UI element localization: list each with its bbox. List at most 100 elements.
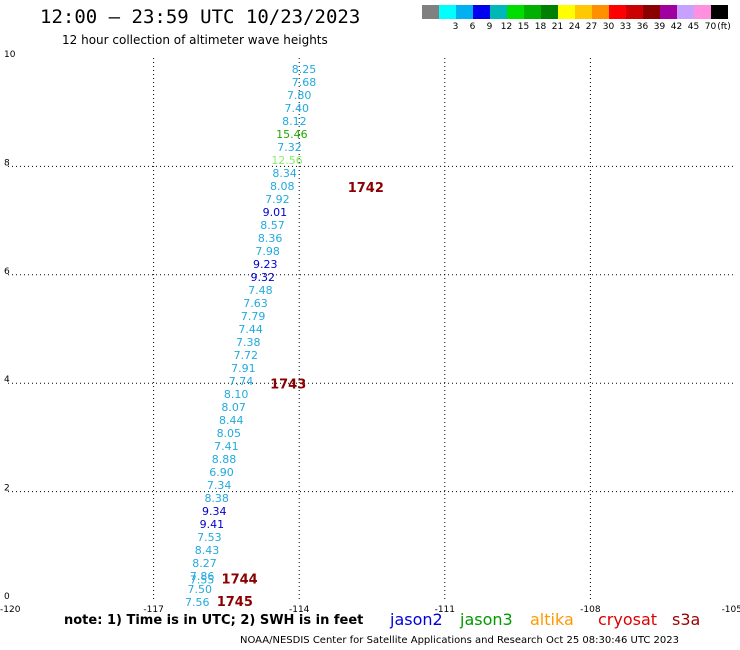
legend-label: 42 [670,22,683,32]
satellite-jason2: jason2 [390,610,443,629]
legend-label: 36 [636,22,649,32]
wave-height-value: 8.07 [221,401,246,414]
wave-height-value: 7.63 [243,297,268,310]
track-label: 1744 [222,572,258,587]
x-tick-label: -111 [435,605,455,615]
wave-height-value: 8.12 [282,115,307,128]
satellite-jason3: jason3 [460,610,513,629]
legend-swatch [456,5,473,19]
legend-swatch [711,5,728,19]
wave-height-value: 7.32 [277,141,302,154]
legend-swatch [677,5,694,19]
wave-height-value: 8.57 [260,219,285,232]
wave-height-value: 7.44 [238,323,263,336]
wave-height-value: 7.41 [214,440,239,453]
y-tick-label: 2 [4,484,10,494]
legend-swatch [575,5,592,19]
wave-height-value: 8.44 [219,414,244,427]
wave-height-value: 9.23 [253,258,278,271]
legend-swatch [643,5,660,19]
legend-label: 70 [704,22,717,32]
legend-label: 24 [568,22,581,32]
x-tick-label: -114 [289,605,310,615]
legend-label: 45 [687,22,700,32]
legend-label: 30 [602,22,615,32]
legend-unit: (ft) [717,22,731,32]
wave-height-value: 8.10 [224,388,249,401]
map-subtitle: 12 hour collection of altimeter wave hei… [62,33,328,47]
satellite-cryosat: cryosat [598,610,658,629]
legend-label: 27 [585,22,598,32]
wave-height-value: 8.27 [192,557,217,570]
legend-swatch [694,5,711,19]
wave-height-value: 15.46 [276,128,308,141]
wave-height-value: 6.90 [209,466,234,479]
wave-height-value: 7.38 [236,336,261,349]
legend-label: 3 [452,22,459,32]
wave-height-value: 9.01 [263,206,288,219]
legend-swatch [490,5,507,19]
wave-height-value: 7.68 [292,76,317,89]
legend-swatch [439,5,456,19]
legend-label: 9 [486,22,493,32]
wave-height-points: 8.257.687.807.408.1215.467.3212.568.348.… [185,63,316,609]
units-note: note: 1) Time is in UTC; 2) SWH is in fe… [64,613,364,628]
x-tick-label: -105 [722,605,740,615]
wave-height-value: 7.53 [197,531,222,544]
color-scale-legend [422,5,728,19]
axis-ticks: -120 -117 -114 -111 -108 -105 0 2 4 6 8 10 [0,50,740,615]
legend-swatch [626,5,643,19]
track-label: 1745 [217,595,253,610]
wave-height-value: 7.79 [241,310,266,323]
satellite-s3a: s3a [672,610,701,629]
wave-height-value: 8.43 [195,544,220,557]
wave-height-value: 7.48 [248,284,273,297]
wave-height-value: 7.74 [229,375,254,388]
wave-height-value: 8.25 [292,63,317,76]
satellite-altika: altika [530,610,574,629]
wave-height-value: 7.86 [190,570,215,583]
wave-height-value: 7.72 [234,349,259,362]
wave-height-value: 7.50 [187,583,212,596]
wave-height-value: 8.08 [270,180,295,193]
footer-credit: NOAA/NESDIS Center for Satellite Applica… [240,635,679,646]
wave-height-value: 7.55 [190,573,215,586]
legend-swatch [524,5,541,19]
y-tick-label: 0 [4,592,10,602]
legend-swatch [660,5,677,19]
wave-height-value: 7.56 [185,596,210,609]
legend-swatch [592,5,609,19]
wave-height-value: 7.98 [255,245,280,258]
legend-label: 39 [653,22,666,32]
legend-label: 12 [500,22,513,32]
wave-height-value: 7.40 [285,102,310,115]
wave-height-value: 9.34 [202,505,227,518]
x-tick-label: -120 [0,605,21,615]
legend-swatch [609,5,626,19]
wave-height-value: 8.05 [217,427,242,440]
wave-height-value: 9.32 [251,271,276,284]
x-tick-label: -108 [580,605,601,615]
legend-label: 21 [551,22,564,32]
legend-swatch [541,5,558,19]
y-tick-label: 8 [4,158,10,168]
grid-lines [8,58,736,600]
wave-height-value: 8.36 [258,232,283,245]
legend-label: 18 [534,22,547,32]
track-label: 1742 [348,181,384,196]
legend-label: 33 [619,22,632,32]
map-title: 12:00 – 23:59 UTC 10/23/2023 [40,6,361,28]
wave-height-value: 8.38 [204,492,229,505]
wave-height-value: 7.92 [265,193,290,206]
track-label: 1743 [270,377,306,392]
wave-height-value: 7.80 [287,89,312,102]
y-tick-label: 4 [4,375,10,385]
wave-height-value: 8.34 [272,167,297,180]
legend-label: 15 [517,22,530,32]
legend-swatch [507,5,524,19]
x-tick-label: -117 [143,605,163,615]
wave-height-value: 8.88 [212,453,237,466]
y-tick-label: 6 [4,267,10,277]
wave-height-value: 7.34 [207,479,232,492]
